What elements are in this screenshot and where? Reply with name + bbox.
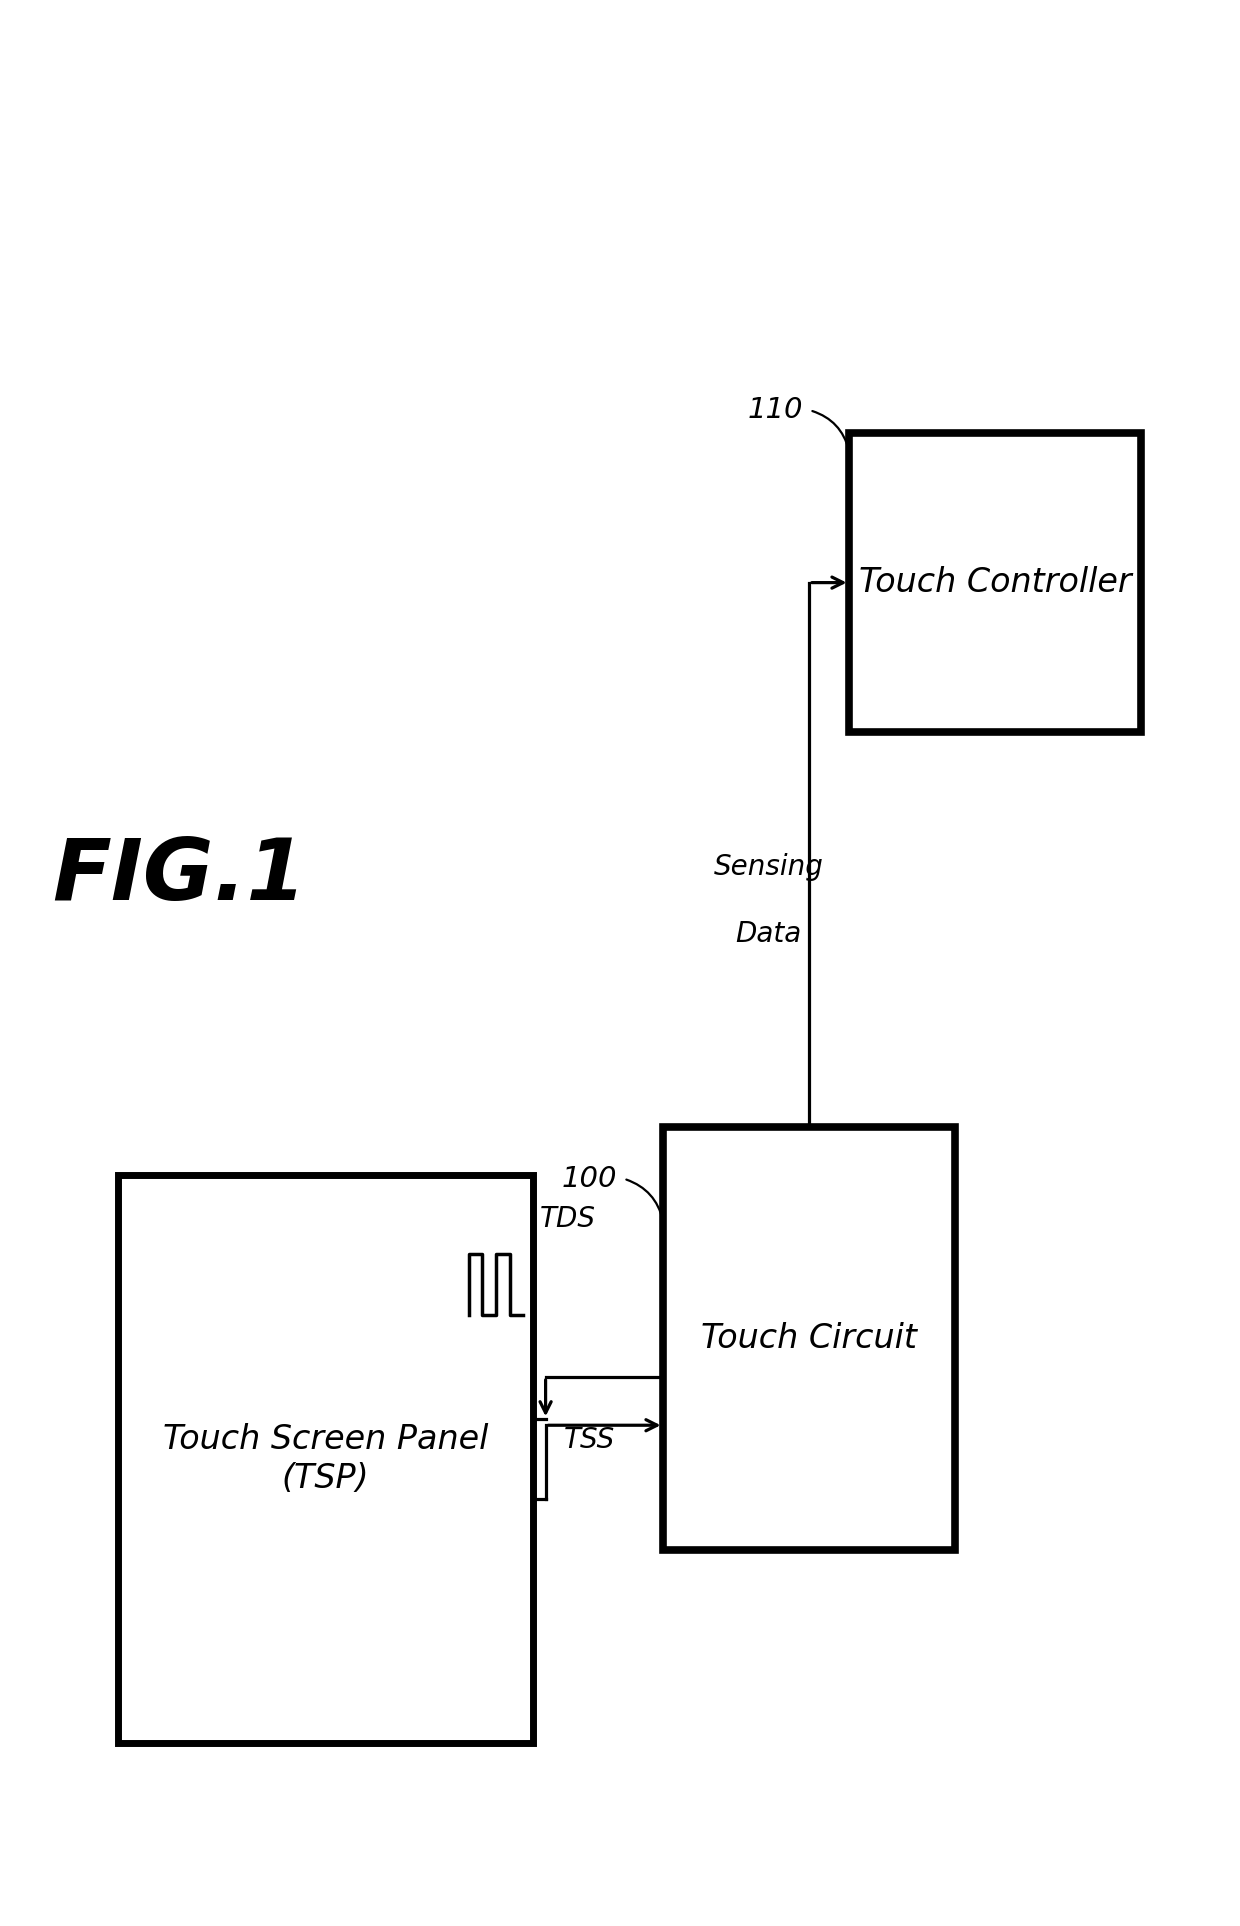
FancyBboxPatch shape <box>118 1175 533 1743</box>
Text: 110: 110 <box>748 397 804 424</box>
Text: TSS: TSS <box>564 1425 615 1454</box>
Text: FIG.1: FIG.1 <box>52 834 308 919</box>
Text: Data: Data <box>735 921 802 948</box>
Text: Touch Circuit: Touch Circuit <box>701 1321 918 1356</box>
FancyBboxPatch shape <box>849 433 1141 732</box>
Text: Touch Controller: Touch Controller <box>859 566 1131 599</box>
FancyBboxPatch shape <box>663 1127 955 1550</box>
Text: TDS: TDS <box>539 1204 595 1233</box>
Text: 100: 100 <box>562 1165 618 1192</box>
Text: Sensing: Sensing <box>714 853 823 880</box>
Text: Touch Screen Panel
(TSP): Touch Screen Panel (TSP) <box>162 1423 489 1495</box>
